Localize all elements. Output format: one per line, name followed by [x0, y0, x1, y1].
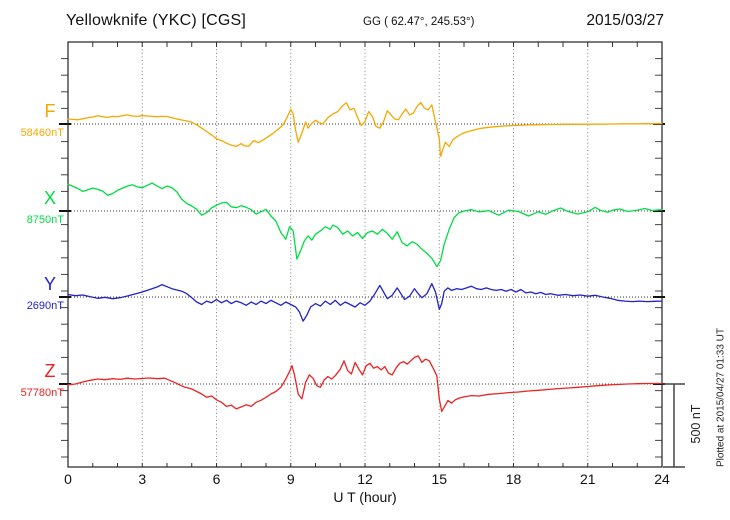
- plot-frame: [67, 41, 663, 468]
- x-tick-label-9: 9: [286, 471, 295, 487]
- component-baseline-value-F: 58460nT: [20, 127, 64, 139]
- x-tick-label-12: 12: [357, 471, 373, 487]
- component-baseline-value-Z: 57780nT: [20, 387, 64, 399]
- component-baseline-value-Y: 2690nT: [26, 300, 64, 312]
- trace-F: [67, 101, 663, 158]
- observation-date: 2015/03/27: [586, 12, 664, 29]
- x-tick-label-0: 0: [64, 471, 72, 487]
- component-letter-Y: Y: [43, 274, 56, 294]
- x-tick-label-21: 21: [579, 471, 596, 487]
- station-title: Yellowknife (YKC) [CGS]: [66, 12, 247, 29]
- trace-Z: [67, 355, 663, 413]
- component-letter-F: F: [44, 101, 56, 121]
- x-tick-label-3: 3: [138, 471, 147, 487]
- x-tick-label-15: 15: [431, 471, 448, 487]
- trace-X: [67, 182, 663, 268]
- x-axis-title: U T (hour): [333, 489, 397, 505]
- x-tick-label-6: 6: [212, 471, 221, 487]
- x-tick-label-24: 24: [654, 471, 670, 487]
- trace-Y: [67, 283, 663, 322]
- x-tick-label-18: 18: [505, 471, 522, 487]
- scale-bar-label: 500 nT: [689, 404, 703, 444]
- plotted-at-note: Plotted at 2015/04/27 01:33 UT: [715, 328, 727, 467]
- component-baseline-value-X: 8750nT: [26, 214, 64, 226]
- component-letter-X: X: [43, 188, 56, 208]
- geographic-coordinates: GG ( 62.47°, 245.53°): [363, 16, 475, 28]
- component-letter-Z: Z: [44, 361, 56, 381]
